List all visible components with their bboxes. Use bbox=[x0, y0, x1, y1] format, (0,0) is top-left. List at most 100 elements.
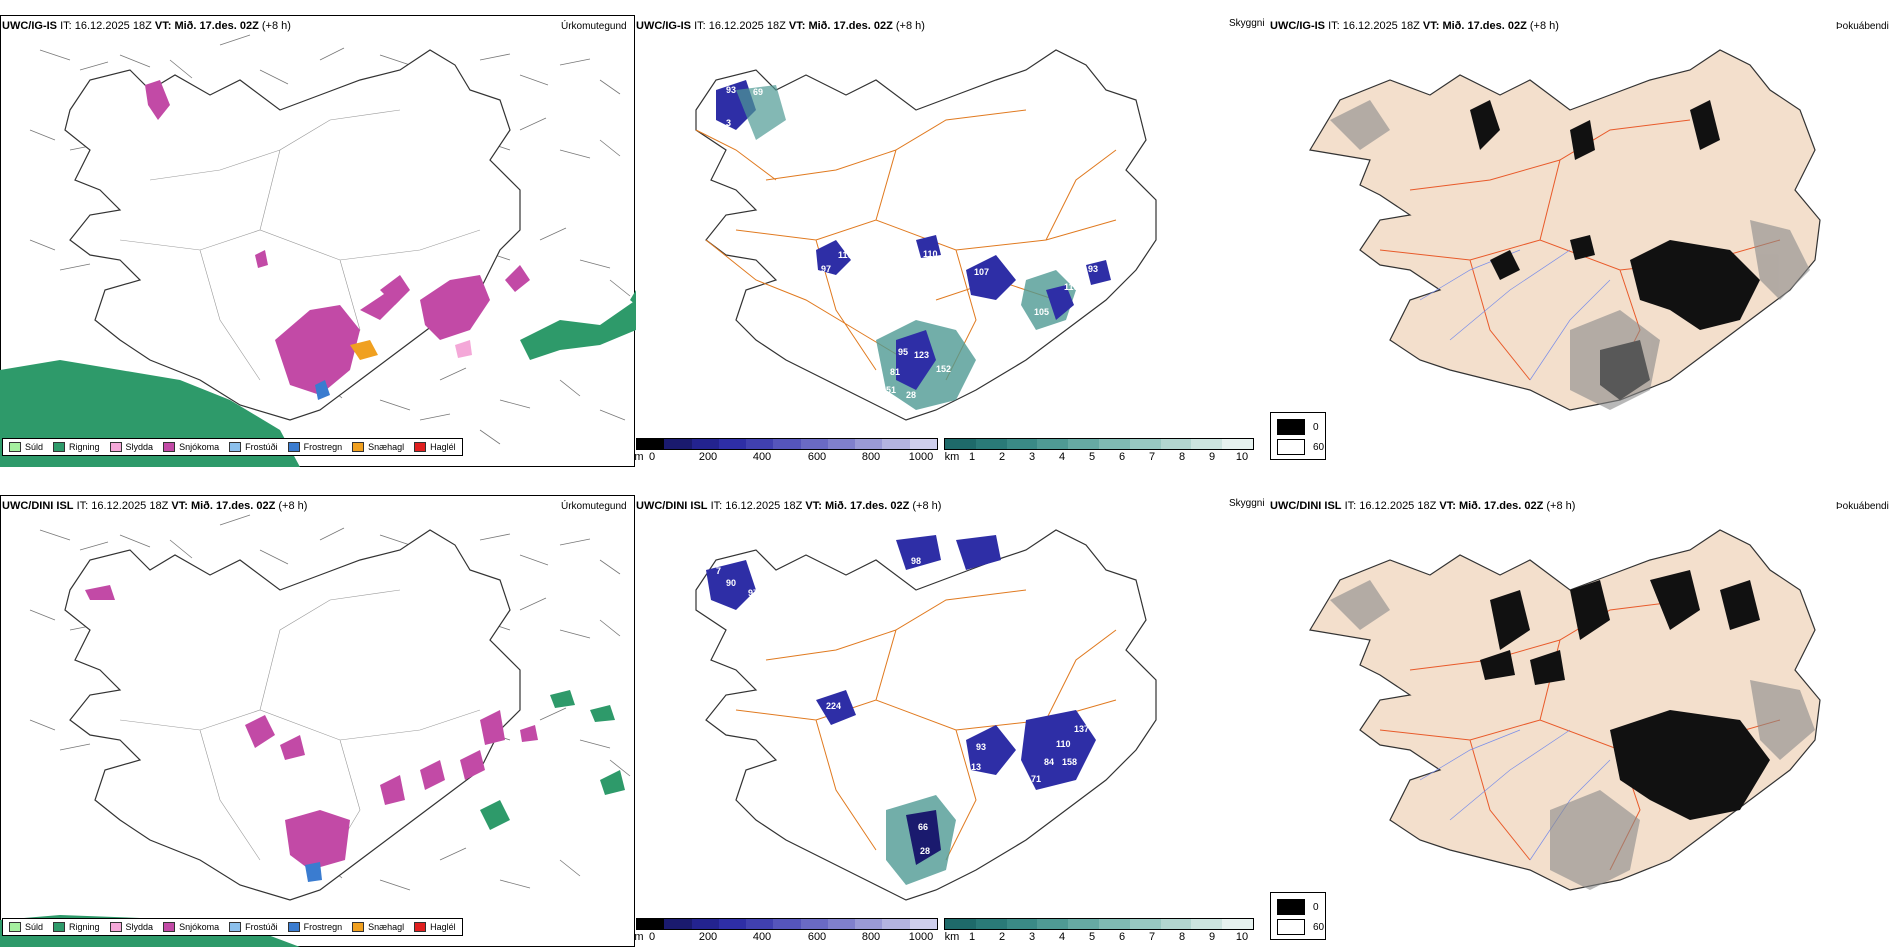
panel-title: UWC/DINI ISL IT: 16.12.2025 18Z VT: Mið.… bbox=[1270, 500, 1576, 512]
value-label: 71 bbox=[1031, 774, 1041, 784]
product-name: Úrkomutegund bbox=[561, 501, 627, 512]
height-ticks: m 0 200 400 600 800 1000 bbox=[634, 451, 934, 463]
fog-areas bbox=[1480, 570, 1770, 820]
value-label: 3 bbox=[726, 118, 731, 128]
panel-title: UWC/IG-IS IT: 16.12.2025 18Z VT: Mið. 17… bbox=[2, 20, 291, 32]
panel-title: UWC/DINI ISL IT: 16.12.2025 18Z VT: Mið.… bbox=[2, 500, 308, 512]
precip-map bbox=[0, 514, 631, 947]
value-label: 93 bbox=[726, 85, 736, 95]
height-colorbar bbox=[636, 438, 938, 450]
value-label: 90 bbox=[726, 578, 736, 588]
iceland-outline bbox=[695, 529, 1157, 901]
visibility-colorbar bbox=[944, 438, 1254, 450]
panel-title: UWC/IG-IS IT: 16.12.2025 18Z VT: Mið. 17… bbox=[1270, 20, 1559, 32]
value-label: 123 bbox=[914, 350, 929, 360]
legend-item: Frostúði bbox=[229, 442, 278, 452]
value-label: 81 bbox=[890, 367, 900, 377]
legend-item: Snæhagl bbox=[352, 442, 404, 452]
roads bbox=[735, 589, 1117, 861]
fog-gradient bbox=[1330, 580, 1815, 890]
visibility-panel-top: UWC/IG-IS IT: 16.12.2025 18Z VT: Mið. 17… bbox=[634, 0, 1270, 470]
precip-legend: Súld Rigning Slydda Snjókoma Frostúði Fr… bbox=[2, 918, 463, 936]
value-label: 97 bbox=[748, 588, 758, 598]
value-label: 93 bbox=[1088, 264, 1098, 274]
value-label: 7 bbox=[716, 566, 721, 576]
model-name: UWC/IG-IS bbox=[2, 20, 57, 32]
visibility-ticks: km 1 2 3 4 5 6 7 8 9 10 bbox=[944, 451, 1249, 463]
value-label: 158 bbox=[1062, 757, 1077, 767]
legend-item: Rigning bbox=[53, 442, 100, 452]
legend-item: Snæhagl bbox=[352, 922, 404, 932]
roads bbox=[119, 589, 481, 861]
height-colorbar bbox=[636, 918, 938, 930]
product-name: Þokuábendi bbox=[1836, 21, 1889, 32]
product-name: Skyggni bbox=[1229, 498, 1265, 509]
legend-item: Slydda bbox=[109, 442, 153, 452]
legend-item: Snjókoma bbox=[163, 442, 219, 452]
value-label: 66 bbox=[918, 822, 928, 832]
value-label: 98 bbox=[911, 556, 921, 566]
visibility-panel-bottom: UWC/DINI ISL IT: 16.12.2025 18Z VT: Mið.… bbox=[634, 480, 1270, 950]
snow-areas bbox=[145, 80, 530, 395]
visibility-map: 7 90 97 224 98 137 110 84 158 66 28 93 1… bbox=[695, 529, 1157, 901]
value-label: 51 bbox=[886, 385, 896, 395]
freezing-rain bbox=[315, 380, 330, 400]
low-visibility-areas bbox=[716, 80, 1111, 410]
value-label: 97 bbox=[821, 264, 831, 274]
fog-panel-top: UWC/IG-IS IT: 16.12.2025 18Z VT: Mið. 17… bbox=[1270, 0, 1900, 470]
precip-map bbox=[0, 34, 636, 467]
height-ticks: m 0 200 400 600 800 1000 bbox=[634, 931, 934, 943]
legend-item: Rigning bbox=[53, 922, 100, 932]
value-label: 69 bbox=[753, 87, 763, 97]
precip-type-panel-bottom: UWC/DINI ISL IT: 16.12.2025 18Z VT: Mið.… bbox=[0, 480, 636, 950]
fog-map bbox=[1309, 529, 1821, 891]
precip-type-panel-top: UWC/IG-IS IT: 16.12.2025 18Z VT: Mið. 17… bbox=[0, 0, 636, 470]
product-name: Þokuábendi bbox=[1836, 501, 1889, 512]
value-label: 28 bbox=[920, 846, 930, 856]
snow-areas bbox=[85, 585, 538, 870]
legend-item: Frostregn bbox=[287, 922, 342, 932]
visibility-ticks: km 1 2 3 4 5 6 7 8 9 10 bbox=[944, 931, 1249, 943]
rivers bbox=[1419, 729, 1611, 861]
value-label: 84 bbox=[1044, 757, 1054, 767]
fog-gradient bbox=[1330, 100, 1810, 410]
fog-map bbox=[1309, 49, 1821, 411]
product-name: Úrkomutegund bbox=[561, 21, 627, 32]
iceland-outline bbox=[64, 529, 521, 901]
panel-title: UWC/IG-IS IT: 16.12.2025 18Z VT: Mið. 17… bbox=[636, 20, 925, 32]
value-label: 95 bbox=[898, 347, 908, 357]
legend-item: Haglél bbox=[414, 442, 456, 452]
legend-item: Haglél bbox=[414, 922, 456, 932]
value-label: 116 bbox=[1064, 282, 1079, 292]
value-label: 13 bbox=[971, 762, 981, 772]
value-label: 28 bbox=[906, 390, 916, 400]
legend-item: Frostregn bbox=[287, 442, 342, 452]
value-label: 224 bbox=[826, 701, 841, 711]
legend-item: Súld bbox=[9, 922, 43, 932]
product-name: Skyggni bbox=[1229, 18, 1265, 29]
low-visibility-areas bbox=[706, 535, 1096, 885]
legend-item: Snjókoma bbox=[163, 922, 219, 932]
value-label: 152 bbox=[936, 364, 951, 374]
value-label: 93 bbox=[976, 742, 986, 752]
value-label: 105 bbox=[1034, 307, 1049, 317]
fog-panel-bottom: UWC/DINI ISL IT: 16.12.2025 18Z VT: Mið.… bbox=[1270, 480, 1900, 950]
sleet bbox=[455, 340, 472, 358]
roads bbox=[695, 109, 1117, 381]
value-label: 137 bbox=[1074, 724, 1089, 734]
legend-item: Slydda bbox=[109, 922, 153, 932]
visibility-map: 93 69 3 116 97 110 107 116 93 105 95 123… bbox=[695, 49, 1157, 421]
value-label: 54 bbox=[1031, 340, 1041, 350]
fog-legend: 0 60 bbox=[1270, 892, 1326, 940]
legend-item: Frostúði bbox=[229, 922, 278, 932]
snow-pellets bbox=[350, 340, 378, 360]
visibility-value-labels: 93 69 3 116 97 110 107 116 93 105 95 123… bbox=[726, 85, 1098, 400]
visibility-value-labels: 7 90 97 224 98 137 110 84 158 66 28 93 1… bbox=[716, 556, 1089, 856]
value-label: 107 bbox=[974, 267, 989, 277]
freezing-rain bbox=[305, 862, 322, 882]
precip-legend: Súld Rigning Slydda Snjókoma Frostúði Fr… bbox=[2, 438, 463, 456]
legend-item: Súld bbox=[9, 442, 43, 452]
roads bbox=[1379, 599, 1781, 871]
panel-title: UWC/DINI ISL IT: 16.12.2025 18Z VT: Mið.… bbox=[636, 500, 942, 512]
value-label: 110 bbox=[923, 249, 938, 259]
